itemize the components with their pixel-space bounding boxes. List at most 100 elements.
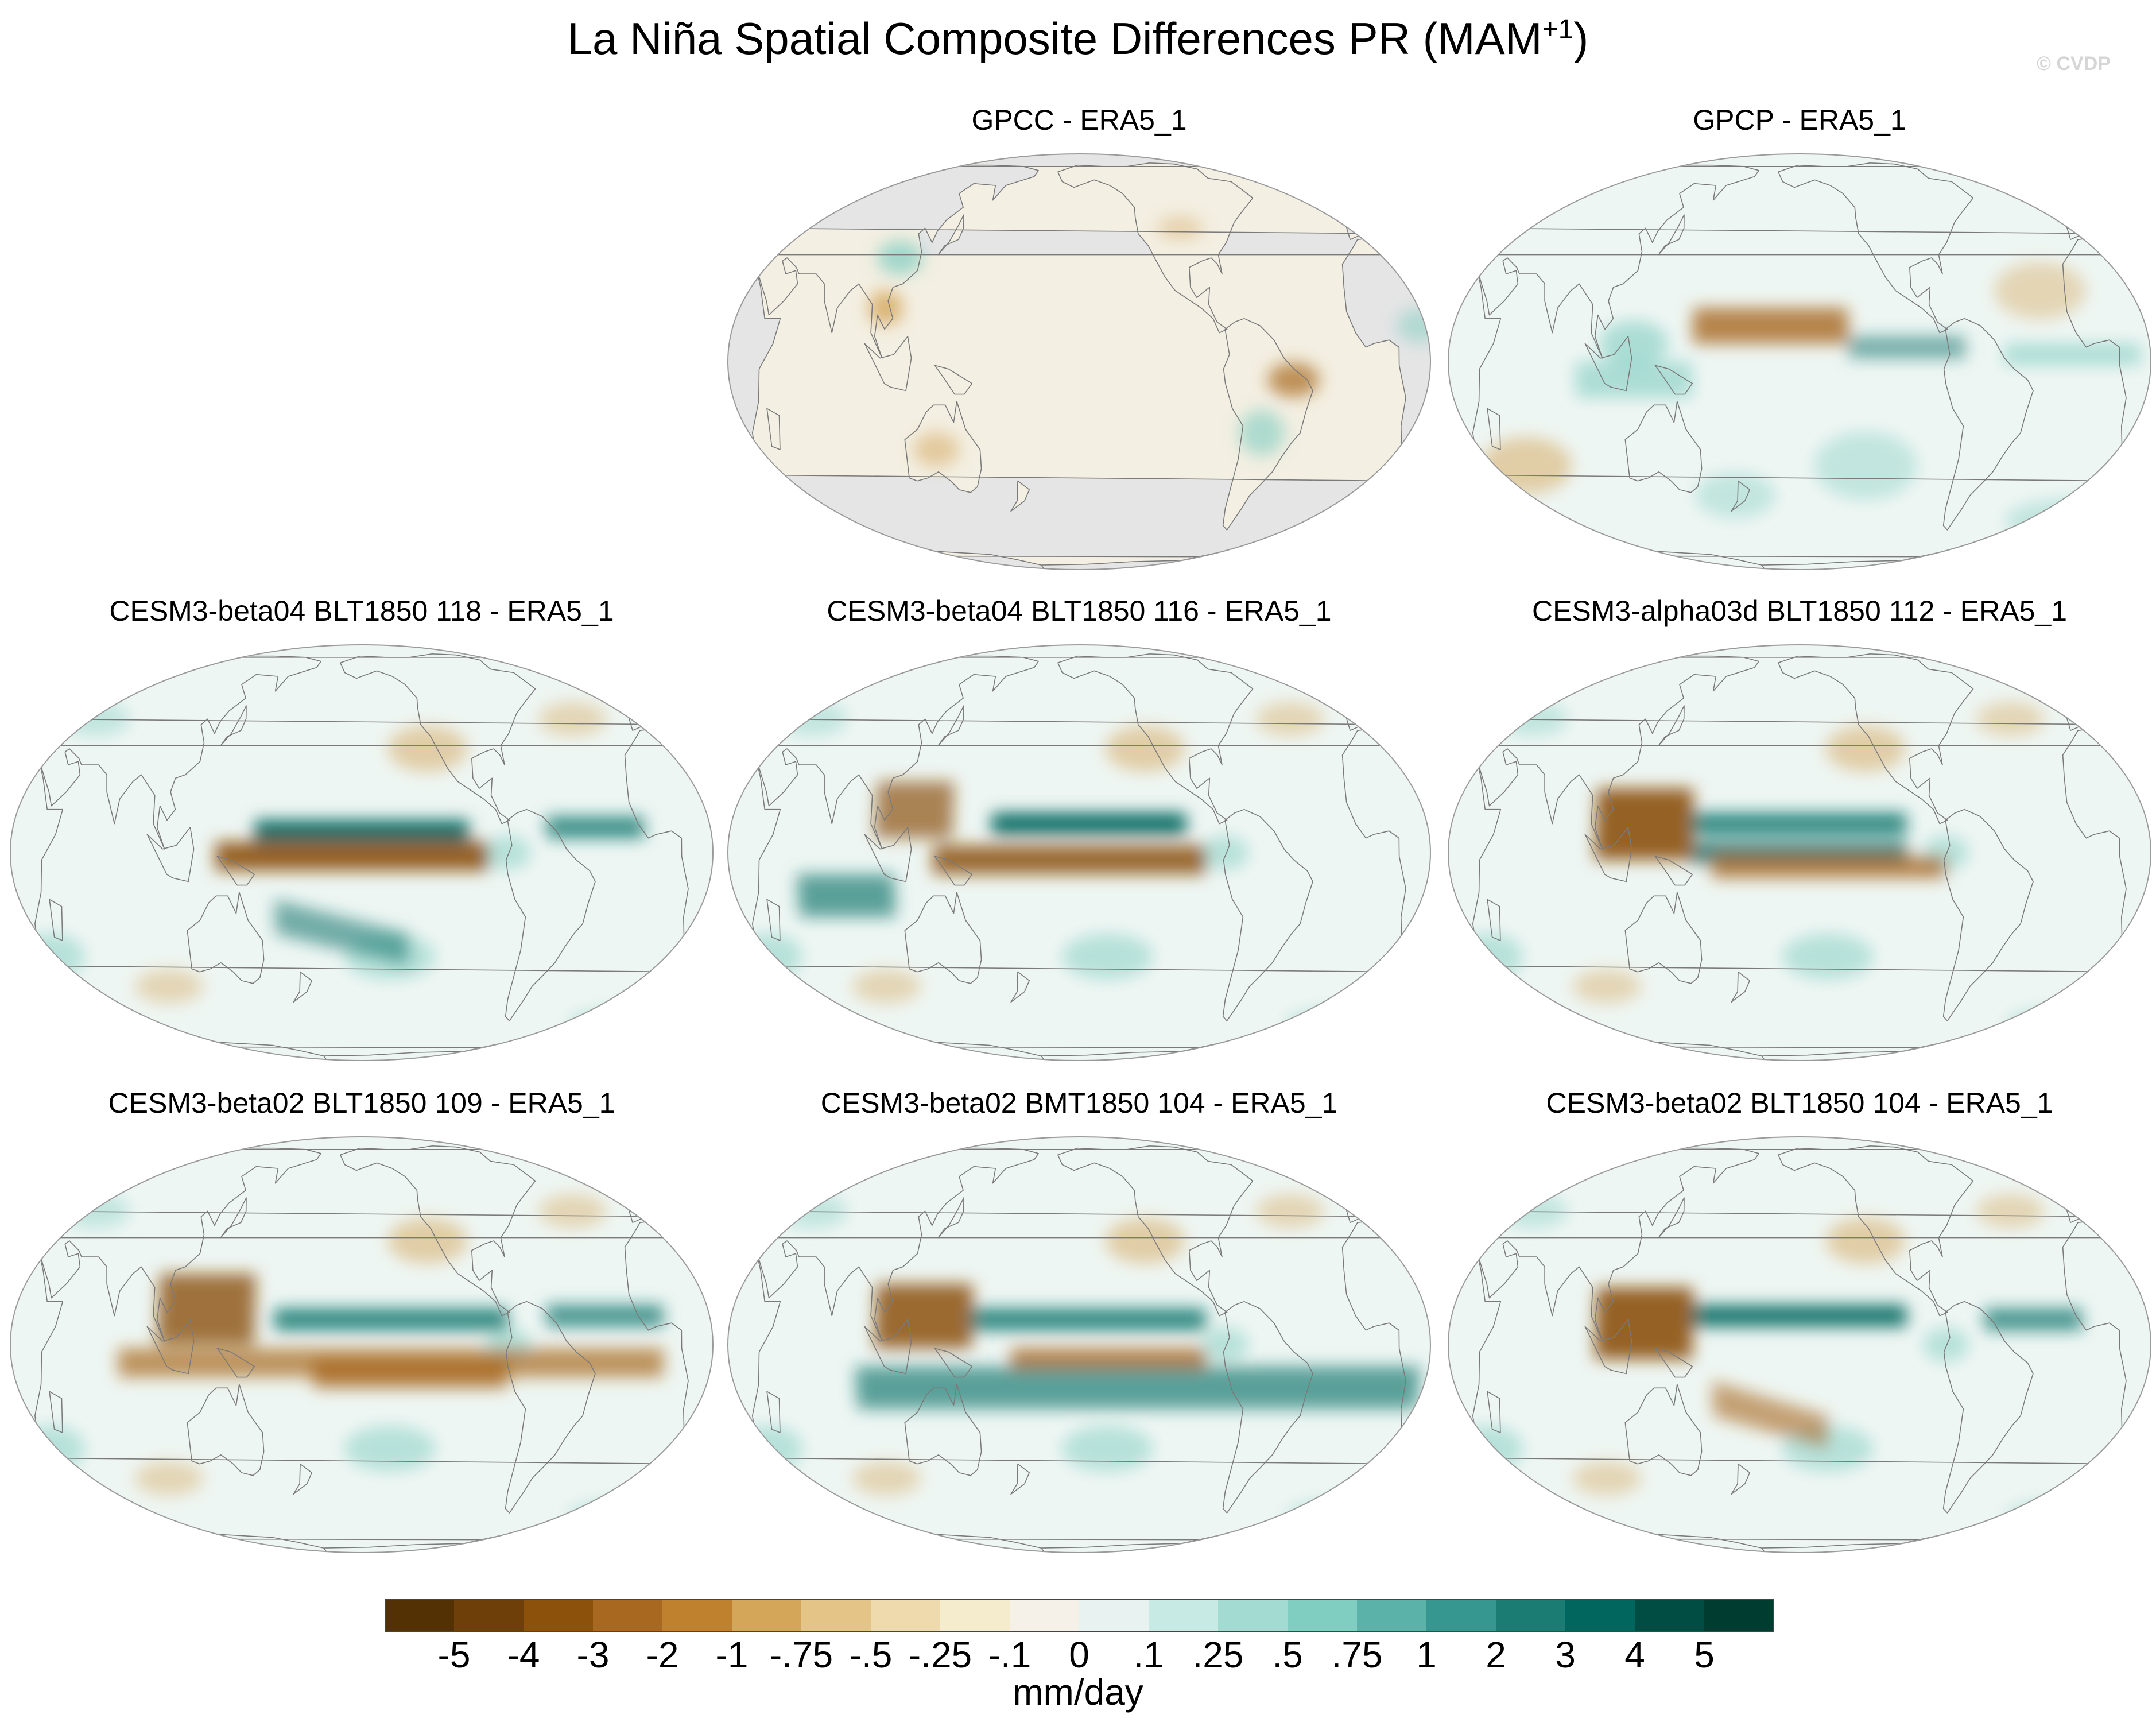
cvdp-credit: © CVDP: [2037, 53, 2111, 75]
coastline: [505, 1301, 596, 1514]
coastline: [2054, 676, 2075, 694]
precip-anomaly-band: [546, 1305, 664, 1327]
panel-title: CESM3-beta02 BMT1850 104 - ERA5_1: [820, 1087, 1338, 1119]
coastline: [934, 365, 973, 395]
map-gpcc: [727, 153, 1431, 570]
coastline: [340, 1145, 536, 1317]
coastline: [1222, 1301, 1313, 1514]
colorbar-swatch: [662, 1599, 732, 1632]
precip-anomaly-blob: [868, 291, 903, 326]
precip-anomaly-blob: [1499, 1194, 1568, 1229]
coastline: [220, 1197, 247, 1239]
coastline: [2054, 185, 2075, 203]
precip-anomaly-blob: [1782, 934, 1874, 980]
precip-anomaly-band: [796, 874, 896, 917]
precip-anomaly-blob: [852, 1461, 921, 1496]
coastline: [864, 1319, 912, 1375]
colorbar-swatch: [1079, 1599, 1149, 1632]
coastline: [1010, 971, 1030, 1003]
coastline: [1334, 676, 1355, 694]
map-outline: [727, 644, 1431, 1061]
precip-anomaly-blob: [1825, 726, 1906, 772]
map-panel-b02bmt-104: CESM3-beta02 BMT1850 104 - ERA5_1: [723, 1086, 1435, 1580]
coastline: [1731, 480, 1750, 512]
precip-anomaly-blob: [1994, 262, 2086, 320]
precip-anomaly-blob: [1255, 702, 1325, 737]
land-fill: [767, 408, 780, 450]
colorbar-swatch: [1565, 1599, 1635, 1632]
map-outline: [727, 153, 1431, 570]
colorbar-swatch: [871, 1599, 940, 1632]
map-panel-a03d-112: CESM3-alpha03d BLT1850 112 - ERA5_1: [1444, 594, 2155, 1088]
precip-anomaly-blob: [1923, 1328, 1969, 1362]
coastline: [797, 1039, 1328, 1061]
map-outline: [727, 1136, 1431, 1553]
coastline: [1778, 653, 1974, 825]
colorbar-tick-label: 5: [1694, 1634, 1715, 1675]
land-fill: [1335, 185, 1354, 203]
precip-anomaly-blob: [61, 702, 130, 737]
coastline: [766, 408, 781, 450]
precip-anomaly-blob: [1572, 1461, 1642, 1496]
precip-anomaly-band: [874, 1284, 974, 1349]
coastline: [216, 1348, 255, 1378]
panel-title: CESM3-alpha03d BLT1850 112 - ERA5_1: [1531, 595, 2068, 627]
colorbar-swatch: [801, 1599, 871, 1632]
colorbar-tick-label: -1: [715, 1634, 749, 1675]
colorbar-swatch: [1218, 1599, 1288, 1632]
coastline: [1654, 365, 1693, 395]
colorbar-swatch: [1010, 1599, 1079, 1632]
coastline: [1487, 899, 1501, 941]
coastline: [934, 1348, 973, 1378]
colorbar-tick-label: 2: [1486, 1634, 1506, 1675]
precip-anomaly-band: [1712, 1380, 1829, 1449]
map-panel-b02-104: CESM3-beta02 BLT1850 104 - ERA5_1: [1444, 1086, 2155, 1580]
colorbar-swatch: [1357, 1599, 1426, 1632]
coastline: [1654, 1348, 1693, 1378]
coastline: [216, 856, 255, 886]
colorbar: [385, 1599, 1774, 1632]
coastline: [1517, 548, 2048, 570]
colorbar-tick-label: -.1: [988, 1634, 1032, 1675]
coastline: [49, 899, 63, 941]
precip-anomaly-band: [933, 845, 1206, 874]
precip-anomaly-blob: [1157, 216, 1203, 240]
coastline: [616, 676, 637, 694]
coastline: [1624, 892, 1703, 984]
colorbar-tick-label: 4: [1624, 1634, 1645, 1675]
colorbar-swatch: [1704, 1599, 1774, 1632]
precip-anomaly-blob: [1203, 1328, 1248, 1362]
coastline: [146, 1319, 195, 1375]
land-fill: [864, 336, 912, 391]
coastline: [1334, 1168, 1355, 1186]
precip-anomaly-blob: [1255, 1194, 1325, 1229]
coastline: [1057, 653, 1254, 825]
colorbar-tick-label: .75: [1331, 1634, 1383, 1675]
precip-anomaly-band: [1848, 336, 1965, 358]
precip-anomaly-band: [874, 781, 955, 838]
colorbar-tick-label: -4: [507, 1634, 540, 1675]
coastline: [937, 214, 964, 256]
coastline: [1334, 185, 1355, 203]
map-panel-b02-109: CESM3-beta02 BLT1850 109 - ERA5_1: [6, 1086, 718, 1580]
colorbar-swatch: [940, 1599, 1010, 1632]
coastline: [293, 1463, 312, 1495]
coastline: [2054, 1168, 2075, 1186]
coastline: [937, 705, 964, 746]
precip-anomaly-band: [1984, 1309, 2083, 1330]
coastline: [1584, 336, 1632, 392]
map-b04-118: [10, 644, 714, 1061]
map-panel-b04-116: CESM3-beta04 BLT1850 116 - ERA5_1: [723, 594, 1435, 1088]
map-outline: [1448, 153, 2151, 570]
colorbar-tick-label: .5: [1272, 1634, 1303, 1675]
map-outline: [10, 644, 714, 1061]
coastline: [766, 899, 781, 941]
colorbar-swatch: [1288, 1599, 1357, 1632]
precip-anomaly-blob: [538, 702, 607, 737]
colorbar-swatch: [593, 1599, 662, 1632]
coastline: [1731, 971, 1750, 1003]
panel-title: CESM3-beta02 BLT1850 104 - ERA5_1: [1546, 1087, 2053, 1119]
coastline: [1654, 856, 1693, 886]
coastline: [1057, 1145, 1254, 1317]
precip-anomaly-band: [274, 1309, 508, 1330]
